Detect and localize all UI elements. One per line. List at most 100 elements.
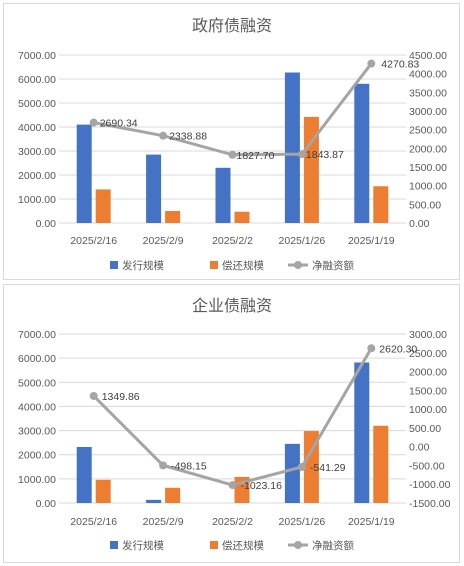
net-financing-point bbox=[228, 150, 237, 159]
data-label: 4270.83 bbox=[381, 59, 419, 71]
right-axis-tick-label: 0.00 bbox=[409, 442, 430, 454]
data-label: 2338.88 bbox=[169, 131, 207, 143]
left-axis-tick-label: 1000.00 bbox=[18, 194, 56, 206]
bar-issuance bbox=[146, 154, 162, 223]
bar-issuance bbox=[215, 167, 231, 223]
left-axis-tick-label: 4000.00 bbox=[18, 401, 56, 413]
legend-label: 偿还规模 bbox=[222, 259, 264, 272]
left-axis-tick-label: 0.00 bbox=[36, 498, 57, 510]
left-axis-tick-label: 2000.00 bbox=[18, 450, 56, 462]
bar-issuance bbox=[284, 443, 300, 503]
bar-issuance bbox=[284, 72, 300, 224]
right-axis-tick-label: 1000.00 bbox=[409, 404, 447, 416]
right-axis-tick-label: 0.00 bbox=[409, 218, 430, 230]
right-axis-tick-label: 1500.00 bbox=[409, 162, 447, 174]
legend-label: 发行规模 bbox=[122, 259, 164, 272]
left-axis-tick-label: 1000.00 bbox=[18, 474, 56, 486]
net-financing-point bbox=[297, 150, 306, 159]
data-label: 2620.30 bbox=[379, 343, 417, 355]
corporate-bond-chart-svg: 企业债融资 0.00 1000.00 2000.00 3000.00 4000.00 500… bbox=[18, 296, 451, 552]
category-label: 2025/2/16 bbox=[70, 516, 117, 528]
net-financing-point bbox=[367, 59, 376, 68]
left-axis-tick-label: 5000.00 bbox=[18, 377, 56, 389]
left-axis-tick-label: 3000.00 bbox=[18, 146, 56, 158]
data-label: -498.15 bbox=[171, 460, 207, 472]
left-axis-tick-label: 6000.00 bbox=[18, 353, 56, 365]
bar-issuance bbox=[354, 83, 370, 223]
bar-repayment bbox=[165, 487, 181, 503]
right-axis-tick-label: 4500.00 bbox=[409, 50, 447, 62]
bar-repayment bbox=[303, 431, 319, 503]
left-axis-tick-label: 0.00 bbox=[36, 218, 57, 230]
bar-issuance bbox=[76, 446, 92, 503]
right-axis-tick-label: 500.00 bbox=[409, 423, 441, 435]
data-label: 1349.86 bbox=[102, 391, 140, 403]
data-label: 1827.70 bbox=[237, 150, 275, 162]
category-label: 2025/1/19 bbox=[348, 516, 395, 528]
category-label: 2025/2/9 bbox=[143, 516, 184, 528]
right-axis-tick-label: 2500.00 bbox=[409, 348, 447, 360]
bar-issuance bbox=[146, 499, 162, 503]
right-axis-tick-label: 2000.00 bbox=[409, 143, 447, 155]
category-label: 2025/2/16 bbox=[70, 235, 117, 247]
legend-label: 发行规模 bbox=[122, 539, 164, 552]
chart-title: 企业债融资 bbox=[192, 296, 272, 315]
right-axis-tick-label: 1500.00 bbox=[409, 385, 447, 397]
right-axis-tick-label: 3000.00 bbox=[409, 106, 447, 118]
category-label: 2025/2/2 bbox=[212, 235, 253, 247]
bar-repayment bbox=[373, 186, 389, 223]
bar-repayment bbox=[373, 425, 389, 503]
left-axis-tick-label: 2000.00 bbox=[18, 170, 56, 182]
bar-repayment bbox=[303, 116, 319, 223]
bar-issuance bbox=[76, 124, 92, 223]
legend-label: 净融资额 bbox=[312, 259, 354, 272]
bar-issuance bbox=[354, 362, 370, 503]
net-financing-point bbox=[228, 481, 237, 490]
bar-repayment bbox=[165, 211, 181, 223]
left-axis-tick-label: 7000.00 bbox=[18, 329, 56, 341]
legend-swatch-repayment bbox=[210, 261, 218, 269]
government-bond-chart: 政府债融资 0.00 1000.00 2000.00 3000.00 4000.00 500… bbox=[3, 3, 460, 280]
government-bond-chart-svg: 政府债融资 0.00 1000.00 2000.00 3000.00 4000.00 500… bbox=[18, 16, 447, 272]
chart-title: 政府债融资 bbox=[192, 16, 272, 35]
right-axis-tick-label: -1500.00 bbox=[409, 498, 451, 510]
legend-swatch-repayment bbox=[210, 541, 218, 549]
left-axis-tick-label: 7000.00 bbox=[18, 50, 56, 62]
net-financing-point bbox=[159, 131, 168, 140]
net-financing-point bbox=[89, 118, 98, 127]
right-axis-tick-label: 2500.00 bbox=[409, 125, 447, 137]
legend-label: 净融资额 bbox=[312, 539, 354, 552]
left-axis-tick-label: 3000.00 bbox=[18, 426, 56, 438]
legend-swatch-issuance bbox=[110, 261, 118, 269]
data-label: -541.29 bbox=[310, 462, 346, 474]
bar-repayment bbox=[95, 189, 111, 223]
right-axis-tick-label: 1000.00 bbox=[409, 181, 447, 193]
category-label: 2025/2/2 bbox=[212, 516, 253, 528]
net-financing-point bbox=[89, 391, 98, 400]
legend-marker-net bbox=[294, 541, 302, 549]
right-axis-tick-label: -500.00 bbox=[409, 460, 445, 472]
category-label: 2025/2/9 bbox=[143, 235, 184, 247]
right-axis-tick-label: 4000.00 bbox=[409, 69, 447, 81]
category-label: 2025/1/26 bbox=[279, 235, 326, 247]
right-axis-tick-label: 3000.00 bbox=[409, 329, 447, 341]
net-financing-point bbox=[297, 462, 306, 471]
legend-marker-net bbox=[294, 261, 302, 269]
corporate-bond-chart: 企业债融资 0.00 1000.00 2000.00 3000.00 4000.00 500… bbox=[3, 284, 460, 563]
bar-repayment bbox=[95, 479, 111, 503]
left-axis-tick-label: 6000.00 bbox=[18, 74, 56, 86]
data-label: 2690.34 bbox=[100, 118, 138, 130]
right-axis-tick-label: -1000.00 bbox=[409, 479, 451, 491]
right-axis-tick-label: 3500.00 bbox=[409, 87, 447, 99]
net-financing-point bbox=[159, 461, 168, 470]
net-financing-point bbox=[367, 344, 376, 353]
legend-swatch-issuance bbox=[110, 541, 118, 549]
left-axis-tick-label: 5000.00 bbox=[18, 98, 56, 110]
right-axis-tick-label: 500.00 bbox=[409, 199, 441, 211]
bar-repayment bbox=[234, 211, 250, 223]
category-label: 2025/1/26 bbox=[279, 516, 326, 528]
legend-label: 偿还规模 bbox=[222, 539, 264, 552]
data-label: 1843.87 bbox=[306, 149, 344, 161]
category-label: 2025/1/19 bbox=[348, 235, 395, 247]
net-financing-line bbox=[93, 62, 373, 157]
